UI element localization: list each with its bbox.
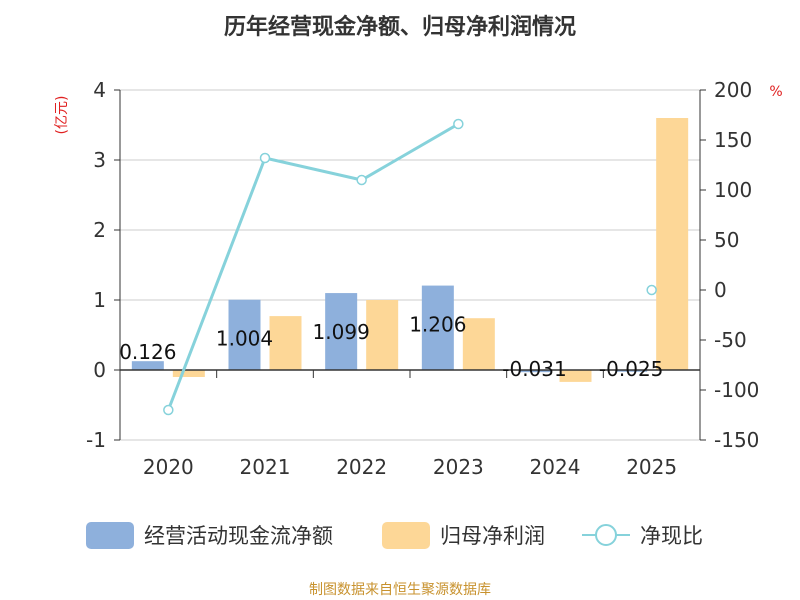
left-tick-label: -1	[86, 428, 106, 452]
category-label: 2025	[626, 455, 677, 479]
ratio-point	[646, 284, 657, 296]
left-axis-unit: (亿元)	[54, 96, 70, 135]
category-label: 2020	[143, 455, 194, 479]
source-note: 制图数据来自恒生聚源数据库	[309, 582, 491, 598]
cashflow-bar	[518, 370, 551, 373]
category-label: 2022	[336, 455, 387, 479]
right-tick-label: 200	[714, 78, 752, 102]
left-tick-label: 4	[93, 78, 106, 102]
net-profit-bar	[172, 370, 205, 377]
cashflow-bar	[228, 299, 261, 370]
legend-label: 归母净利润	[440, 524, 545, 548]
legend-swatch	[382, 522, 430, 549]
cashflow-bar	[615, 370, 648, 372]
cashflow-data-label: 1.004	[216, 327, 273, 351]
ratio-point	[163, 404, 174, 416]
cashflow-data-label: -0.025	[599, 357, 663, 381]
net-profit-bar	[559, 370, 592, 382]
legend-swatch	[86, 522, 134, 549]
left-tick-label: 0	[93, 358, 106, 382]
right-tick-label: -50	[714, 328, 747, 352]
cashflow-data-label: -0.031	[502, 357, 566, 381]
cashflow-bar	[131, 361, 164, 370]
right-axis-unit: %	[769, 84, 782, 100]
left-tick-label: 3	[93, 148, 106, 172]
cashflow-data-label: 0.126	[119, 340, 176, 364]
right-tick-label: -150	[714, 428, 759, 452]
gridlines	[120, 89, 700, 441]
ratio-point	[259, 152, 271, 164]
right-tick-label: -100	[714, 378, 759, 402]
cashflow-data-label: 1.206	[409, 313, 466, 337]
data-labels: 0.126 1.004 1.099 1.206 -0.031 -0.025	[119, 313, 663, 381]
net-profit-bar	[269, 316, 302, 370]
net-profit-bar	[656, 118, 689, 370]
ratio-line	[163, 118, 657, 416]
left-tick-label: 2	[93, 218, 106, 242]
category-label: 2021	[240, 455, 291, 479]
chart-title: 历年经营现金净额、归母净利润情况	[224, 14, 576, 40]
right-tick-label: 150	[714, 128, 752, 152]
cashflow-bar	[421, 285, 454, 370]
left-tick-label: 1	[93, 288, 106, 312]
category-label: 2023	[433, 455, 484, 479]
axes: -1 0 1 2 3 4 -150 -100 -50 0 50 100 150 200 2020 2021 20…	[86, 78, 759, 479]
legend-marker	[595, 524, 617, 546]
legend-label: 净现比	[640, 524, 703, 548]
legend-label: 经营活动现金流净额	[144, 524, 333, 548]
right-tick-label: 100	[714, 178, 752, 202]
cashflow-bar	[325, 293, 358, 370]
net-profit-bar	[366, 300, 399, 370]
right-tick-label: 0	[714, 278, 727, 302]
bars	[131, 118, 689, 382]
ratio-point	[453, 118, 464, 130]
legend: 经营活动现金流净额 归母净利润 净现比	[86, 522, 703, 549]
ratio-point	[356, 174, 367, 186]
category-label: 2024	[530, 455, 581, 479]
net-profit-bar	[462, 318, 495, 370]
cashflow-data-label: 1.099	[313, 320, 370, 344]
ratio-line-segment	[166, 122, 460, 411]
right-tick-label: 50	[714, 228, 739, 252]
